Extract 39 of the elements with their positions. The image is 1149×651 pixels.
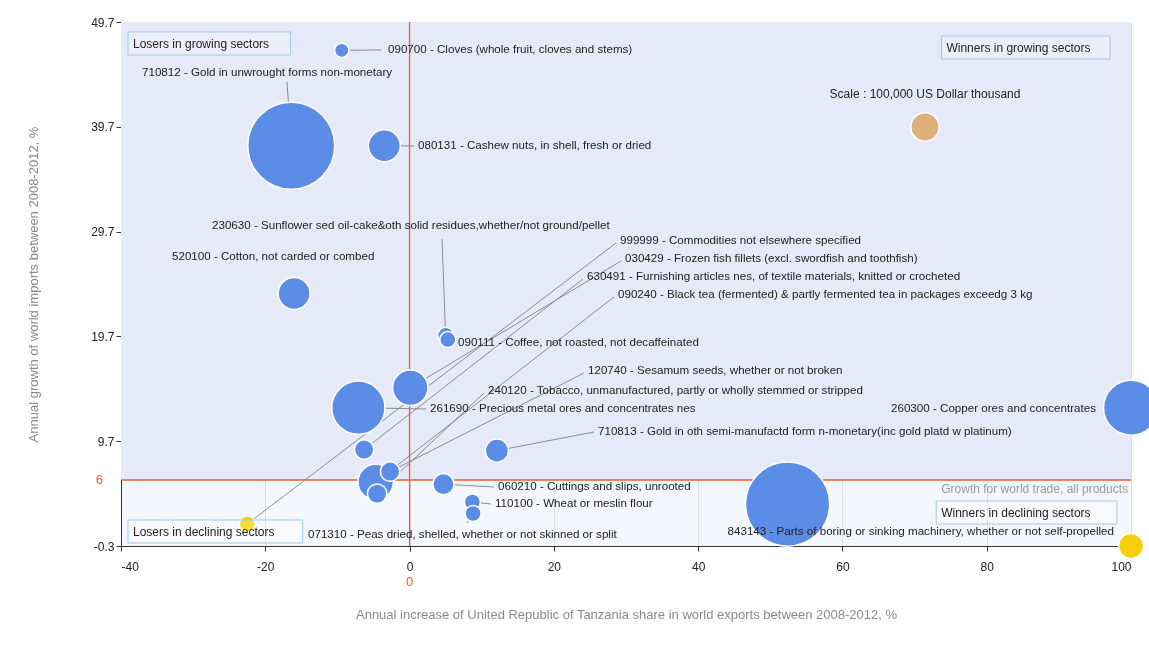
ref-line-label: 6 (95, 471, 103, 487)
x-tick-label: 60 (836, 559, 850, 574)
annotation: Growth for world trade, all products (941, 481, 1128, 496)
text: 630491 - Furnishing articles nes, of textile materials, knitted or crocheted (587, 269, 961, 282)
x-tick-label: -20 (257, 559, 275, 574)
x-tick-label: -40 (121, 559, 140, 574)
x-tick-label: 0 (406, 559, 414, 574)
text: 261690 - Precious metal ores and concentrates nes (430, 401, 696, 414)
text: 090240 - Black tea (fermented) & partly fermented tea in packages exceedg 3 kg (618, 287, 1033, 300)
annotation: Winners in growing sectors (946, 40, 1091, 55)
ref-line-label: 0 (405, 574, 414, 589)
y-axis-title: Annual growth of world imports between 2008-2012, % (26, 126, 42, 443)
x-tick-label: 100 (1111, 559, 1132, 574)
text: 240120 - Tobacco, unmanufactured, partly or wholly stemmed or stripped (488, 383, 863, 396)
text: 710813 - Gold in oth semi-manufactd form n-monetary(inc gold platd w platinum) (598, 424, 1012, 437)
legend-label: Scale : 100,000 US Dollar thousand (829, 87, 1021, 101)
series-label: 080131 - Cashew nuts, in shell, fresh or dried (418, 138, 652, 151)
y-tick-label: -0.3 (93, 539, 115, 554)
text: 030429 - Frozen fish fillets (excl. swordfish and toothfish) (625, 251, 918, 264)
series-label: 260300 - Copper ores and concentrates (891, 401, 1097, 414)
text: 999999 - Commodities not elsewhere specified (620, 233, 862, 246)
annotation: Losers in declining sectors (133, 524, 275, 539)
text: 120740 - Sesamum seeds, whether or not broken (588, 363, 843, 376)
x-axis-title: Annual increase of United Republic of Tanzania share in world exports between 2008-2012, % (355, 606, 898, 622)
x-tick-label: 80 (980, 559, 995, 574)
y-tick-label: 19.7 (91, 329, 115, 344)
y-tick-label: 29.7 (91, 225, 115, 240)
y-tick-label: 49.7 (91, 15, 115, 30)
annotation: Losers in growing sectors (133, 36, 270, 51)
x-tick-label: 20 (547, 559, 562, 574)
annotation: Winners in declining sectors (941, 505, 1091, 520)
y-tick-label: 9.7 (97, 434, 115, 449)
x-tick-label: 40 (691, 559, 706, 574)
y-tick-label: 39.7 (91, 120, 115, 135)
text: 520100 - Cotton, not carded or combed (172, 249, 375, 262)
series-label: 110100 - Wheat or meslin flour (495, 496, 653, 509)
text: 710812 - Gold in unwrought forms non-monetary (142, 65, 393, 78)
text: 060210 - Cuttings and slips, unrooted (498, 479, 691, 492)
series-label: 090111 - Coffee, not roasted, not decaffeinated (458, 335, 699, 348)
